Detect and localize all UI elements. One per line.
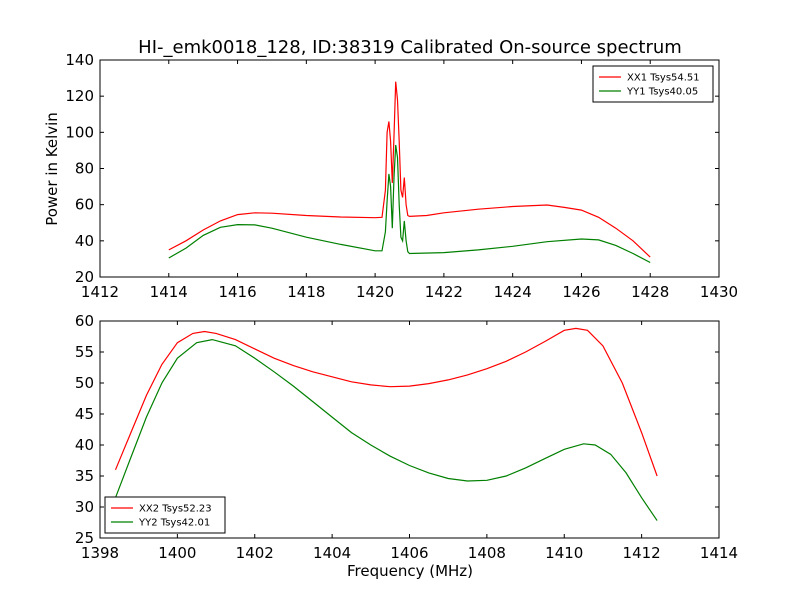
top-x-tick-label: 1424 [494,283,532,301]
bottom-series-line-2 [114,338,658,521]
bottom-subplot: Frequency (MHz) 1398 1400 1402 1404 1406 1408… [75,312,738,580]
top-y-tick-label: 80 [75,160,94,178]
bottom-x-axis-label: Frequency (MHz) [347,562,473,580]
top-y-axis-label: Power in Kelvin [43,112,61,226]
bottom-series-group [114,327,658,521]
top-x-tick-label: 1426 [562,283,600,301]
top-y-tick-label: 20 [75,268,94,286]
bottom-y-tick-label: 50 [75,374,94,392]
top-x-tick-label: 1412 [81,283,119,301]
bottom-legend-box [104,496,226,534]
top-y-tick-label: 40 [75,232,94,250]
top-x-tick-label: 1418 [287,283,325,301]
bottom-x-tick-label: 1398 [81,544,119,562]
bottom-legend-label-1: XX2 Tsys52.23 [139,504,212,515]
top-series-line-2 [168,144,651,264]
top-x-tick-label: 1422 [425,283,463,301]
top-y-tick-label: 120 [65,87,94,105]
bottom-y-tick-label: 35 [75,467,94,485]
top-legend-label-1: XX1 Tsys54.51 [627,73,700,84]
top-x-tick-labels: 1412 1414 1416 1418 1420 1422 1424 1426 1428 1430 [81,60,738,301]
top-axes-frame [99,59,720,278]
top-y-tick-labels: 20 40 60 80 100 120 140 [65,51,719,286]
top-y-tick-label: 100 [65,123,94,141]
top-legend-box [592,65,714,103]
bottom-x-tick-label: 1406 [390,544,428,562]
top-subplot: Power in Kelvin 1412 1414 1416 1418 1420 1422… [43,51,738,301]
bottom-y-tick-label: 60 [75,312,94,330]
bottom-x-tick-label: 1412 [623,544,661,562]
top-series-group [168,81,651,264]
top-x-tick-label: 1416 [218,283,256,301]
top-x-tick-label: 1430 [700,283,738,301]
bottom-x-tick-label: 1410 [545,544,583,562]
top-x-tick-label: 1428 [631,283,669,301]
bottom-y-tick-label: 45 [75,405,94,423]
bottom-x-tick-label: 1402 [236,544,274,562]
bottom-series-line-1 [114,327,658,477]
bottom-x-tick-label: 1400 [158,544,196,562]
bottom-x-tick-label: 1408 [468,544,506,562]
top-y-tick-label: 60 [75,196,94,214]
bottom-x-tick-label: 1414 [700,544,738,562]
bottom-y-tick-label: 30 [75,498,94,516]
top-legend-label-2: YY1 Tsys40.05 [626,87,698,98]
bottom-axes-frame [99,320,720,539]
bottom-y-tick-label: 40 [75,436,94,454]
top-legend: XX1 Tsys54.51 YY1 Tsys40.05 [592,65,714,103]
bottom-legend-label-2: YY2 Tsys42.01 [138,518,210,529]
bottom-legend: XX2 Tsys52.23 YY2 Tsys42.01 [104,496,226,534]
bottom-x-tick-label: 1404 [313,544,351,562]
bottom-y-tick-label: 55 [75,343,94,361]
top-series-line-1 [168,81,651,258]
bottom-y-tick-label: 25 [75,529,94,547]
top-x-tick-label: 1420 [356,283,394,301]
bottom-x-tick-labels: 1398 1400 1402 1404 1406 1408 1410 1412 1414 [81,321,738,562]
chart-title: HI-_emk0018_128, ID:38319 Calibrated On-… [138,37,682,58]
top-y-tick-label: 140 [65,51,94,69]
top-x-tick-label: 1414 [150,283,188,301]
